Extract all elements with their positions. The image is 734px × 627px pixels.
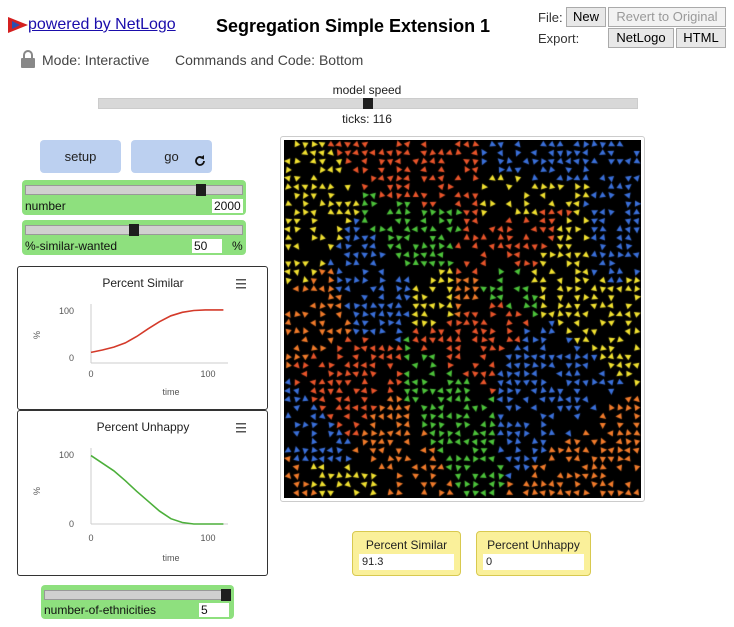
- percent-similar-monitor: Percent Similar 91.3: [352, 531, 461, 576]
- commands-code-text[interactable]: Commands and Code: Bottom: [175, 52, 364, 68]
- percent-similar-plot: Percent Similar 100 0 0 100 time %: [17, 266, 268, 410]
- monitor-label: Percent Unhappy: [487, 538, 580, 552]
- plot-series-line: [90, 309, 224, 354]
- y-axis-label: %: [32, 331, 42, 339]
- model-title: Segregation Simple Extension 1: [216, 16, 491, 36]
- go-label: go: [164, 149, 179, 164]
- world-view[interactable]: [284, 140, 641, 498]
- go-button[interactable]: go: [131, 140, 212, 173]
- file-label: File:: [538, 10, 563, 25]
- ticks-counter: ticks: 116: [342, 112, 392, 126]
- x-axis-label: time: [162, 553, 179, 563]
- plot-title: Percent Unhappy: [97, 420, 190, 434]
- monitor-value: 0: [483, 554, 584, 570]
- setup-label: setup: [64, 149, 97, 164]
- y-tick-label: 0: [69, 519, 74, 529]
- y-tick-label: 100: [59, 306, 74, 316]
- forever-icon: [195, 155, 205, 166]
- menu-icon[interactable]: [236, 423, 246, 433]
- number-slider-thumb[interactable]: [195, 184, 206, 196]
- number-slider-value[interactable]: 2000: [212, 199, 243, 213]
- x-tick-label: 100: [200, 533, 215, 543]
- plot-title: Percent Similar: [102, 276, 183, 290]
- export-netlogo-button[interactable]: NetLogo: [608, 28, 674, 48]
- number-slider[interactable]: number 2000: [22, 180, 246, 215]
- setup-button[interactable]: setup: [40, 140, 121, 173]
- number-of-ethnicities-slider[interactable]: number-of-ethnicities 5: [41, 585, 234, 619]
- similar-wanted-slider[interactable]: %-similar-wanted 50 %: [22, 220, 246, 255]
- speed-slider[interactable]: [98, 98, 638, 109]
- plot-series-line: [90, 454, 224, 525]
- export-html-button[interactable]: HTML: [676, 28, 726, 48]
- number-slider-track[interactable]: [25, 185, 243, 195]
- y-axis-label: %: [32, 487, 42, 495]
- percent-similar-plot-canvas: Percent Similar 100 0 0 100 time %: [32, 276, 246, 397]
- similar-wanted-slider-value[interactable]: 50: [192, 239, 222, 253]
- x-tick-label: 100: [200, 369, 215, 379]
- number-of-ethnicities-slider-value[interactable]: 5: [199, 603, 229, 617]
- number-slider-label: number: [25, 199, 66, 213]
- mode-text[interactable]: Mode: Interactive: [42, 52, 150, 68]
- y-tick-label: 100: [59, 450, 74, 460]
- percent-unhappy-plot-canvas: Percent Unhappy 100 0 0 100 time %: [32, 420, 246, 563]
- speed-slider-thumb[interactable]: [363, 98, 373, 109]
- world-view-frame: [280, 136, 645, 502]
- percent-unhappy-plot: Percent Unhappy 100 0 0 100 time %: [17, 410, 268, 576]
- number-of-ethnicities-slider-label: number-of-ethnicities: [44, 603, 157, 617]
- monitor-value: 91.3: [359, 554, 454, 570]
- similar-wanted-slider-thumb[interactable]: [129, 224, 139, 236]
- percent-unhappy-monitor: Percent Unhappy 0: [476, 531, 591, 576]
- menu-icon[interactable]: [236, 279, 246, 289]
- revert-button[interactable]: Revert to Original: [608, 7, 726, 27]
- export-label: Export:: [538, 31, 580, 46]
- netlogo-logo-icon[interactable]: [8, 16, 28, 34]
- speed-label: model speed: [332, 83, 402, 97]
- lock-icon[interactable]: [20, 50, 36, 68]
- x-tick-label: 0: [88, 533, 93, 543]
- y-tick-label: 0: [69, 353, 74, 363]
- similar-wanted-slider-label: %-similar-wanted: [25, 239, 118, 253]
- number-of-ethnicities-slider-thumb[interactable]: [221, 589, 231, 601]
- powered-by-link[interactable]: powered by NetLogo: [28, 16, 176, 33]
- new-button[interactable]: New: [566, 7, 606, 27]
- similar-wanted-slider-unit: %: [232, 239, 243, 253]
- number-of-ethnicities-slider-track[interactable]: [44, 590, 231, 600]
- monitor-label: Percent Similar: [365, 538, 448, 552]
- x-axis-label: time: [162, 387, 179, 397]
- x-tick-label: 0: [88, 369, 93, 379]
